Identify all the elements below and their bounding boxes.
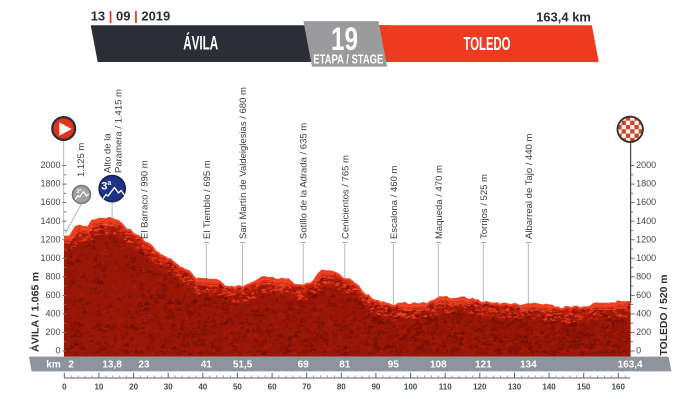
svg-text:Albarreal de Tajo / 440 m: Albarreal de Tajo / 440 m [524,133,535,239]
svg-text:19: 19 [331,21,358,57]
svg-text:1600: 1600 [636,197,656,207]
svg-text:50: 50 [233,383,242,392]
svg-text:ÁVILA / 1.065 m: ÁVILA / 1.065 m [29,272,42,352]
svg-text:130: 130 [508,383,522,392]
svg-text:400: 400 [45,309,60,319]
svg-text:1600: 1600 [40,197,60,207]
svg-text:134: 134 [520,360,537,371]
svg-text:23: 23 [138,360,150,371]
svg-text:TOLEDO / 520 m: TOLEDO / 520 m [659,274,670,355]
svg-text:2000: 2000 [636,160,656,170]
svg-text:40: 40 [198,383,207,392]
svg-text:0: 0 [636,346,641,356]
svg-text:110: 110 [439,383,452,392]
svg-text:90: 90 [371,383,380,392]
svg-text:Sotillo de la Adrada / 635 m: Sotillo de la Adrada / 635 m [299,123,310,239]
svg-text:Escalona / 460 m: Escalona / 460 m [389,166,400,239]
svg-text:200: 200 [45,327,60,337]
svg-text:160: 160 [612,383,626,392]
svg-text:120: 120 [473,383,487,392]
svg-text:51,5: 51,5 [233,360,253,371]
svg-text:800: 800 [45,271,60,281]
svg-text:140: 140 [542,383,556,392]
svg-text:1200: 1200 [40,234,60,244]
svg-text:163,4: 163,4 [618,360,643,371]
svg-text:163,4 km: 163,4 km [536,10,591,25]
svg-text:400: 400 [636,309,651,319]
svg-text:13 | 09 | 2019: 13 | 09 | 2019 [91,8,171,23]
svg-text:1.125 m: 1.125 m [76,143,87,177]
svg-text:20: 20 [129,383,138,392]
svg-text:1400: 1400 [636,216,656,226]
svg-text:600: 600 [45,290,60,300]
svg-text:Maqueda / 470 m: Maqueda / 470 m [434,165,445,239]
svg-text:Torrijos / 525 m: Torrijos / 525 m [479,174,490,239]
svg-text:Alto de la: Alto de la [102,133,113,173]
svg-text:800: 800 [636,271,651,281]
svg-text:km: km [46,360,61,371]
svg-text:70: 70 [302,383,311,392]
svg-text:69: 69 [298,360,310,371]
svg-text:41: 41 [201,360,213,371]
svg-text:1200: 1200 [636,234,656,244]
svg-text:TOLEDO: TOLEDO [464,33,511,54]
svg-text:121: 121 [475,360,492,371]
svg-text:2000: 2000 [40,160,60,170]
svg-text:2: 2 [68,360,74,371]
svg-text:1000: 1000 [40,253,60,263]
svg-text:108: 108 [430,360,447,371]
svg-text:0: 0 [55,346,60,356]
svg-text:Paramera / 1.415 m: Paramera / 1.415 m [113,89,124,173]
svg-text:13,8: 13,8 [102,360,122,371]
svg-text:10: 10 [94,383,103,392]
svg-text:0: 0 [62,383,67,392]
svg-text:1000: 1000 [636,253,656,263]
svg-text:San Martín de Valdeiglesias /: San Martín de Valdeiglesias / 680 m [238,87,249,239]
svg-text:95: 95 [388,360,400,371]
svg-text:a: a [107,180,111,187]
svg-text:El Barraco / 990 m: El Barraco / 990 m [139,160,150,239]
svg-text:Cenicientos / 765 m: Cenicientos / 765 m [340,155,351,239]
svg-text:1800: 1800 [40,179,60,189]
svg-text:El Tiemblo / 695 m: El Tiemblo / 695 m [202,160,213,239]
svg-text:30: 30 [164,383,173,392]
svg-text:60: 60 [268,383,277,392]
svg-text:81: 81 [339,360,351,371]
svg-text:80: 80 [337,383,346,392]
svg-text:1800: 1800 [636,179,656,189]
svg-text:150: 150 [577,383,591,392]
svg-text:ETAPA / STAGE: ETAPA / STAGE [313,53,383,67]
svg-text:200: 200 [636,327,651,337]
svg-text:600: 600 [636,290,651,300]
svg-text:1400: 1400 [40,216,60,226]
svg-text:ÁVILA: ÁVILA [183,32,218,54]
svg-text:100: 100 [404,383,418,392]
